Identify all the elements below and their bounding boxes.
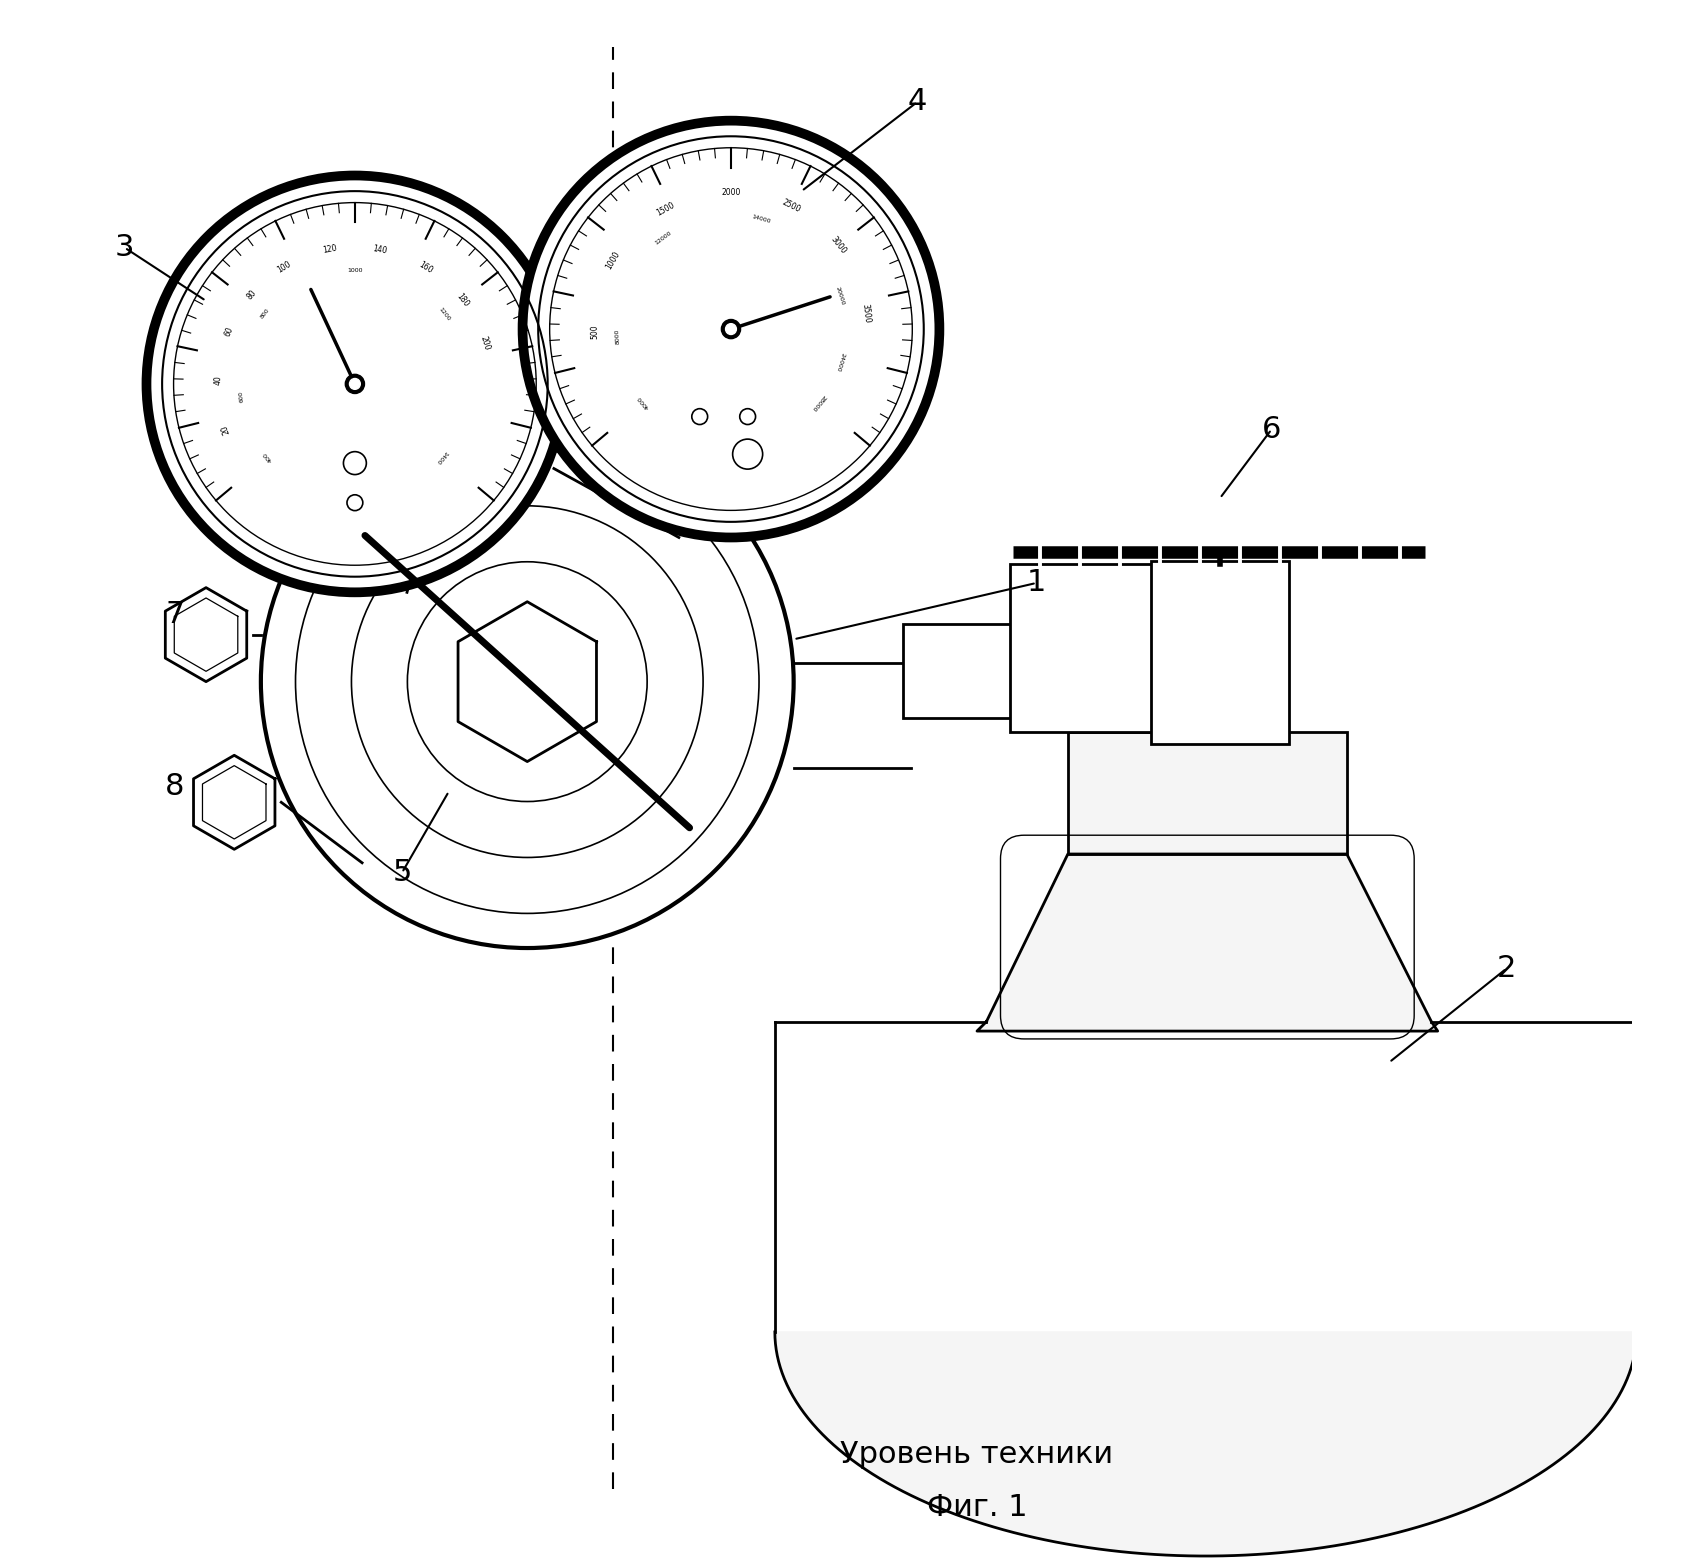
Text: Уровень техники: Уровень техники <box>840 1440 1113 1468</box>
Text: 2000: 2000 <box>721 188 740 197</box>
Text: 28000: 28000 <box>809 393 826 411</box>
Text: 200: 200 <box>479 335 492 353</box>
Text: 6: 6 <box>1263 415 1281 443</box>
Text: 2: 2 <box>1497 954 1517 983</box>
Text: 80: 80 <box>244 288 258 302</box>
Polygon shape <box>977 854 1437 1031</box>
Text: 8000: 8000 <box>614 329 621 345</box>
Circle shape <box>261 415 794 948</box>
Text: 3000: 3000 <box>830 235 848 255</box>
Text: 1000: 1000 <box>348 268 363 273</box>
Text: 60: 60 <box>222 326 234 338</box>
Polygon shape <box>776 1332 1636 1556</box>
Text: 12000: 12000 <box>655 230 674 246</box>
Text: 160: 160 <box>417 260 434 274</box>
Text: 3: 3 <box>115 233 134 262</box>
Text: Фиг. 1: Фиг. 1 <box>927 1493 1027 1522</box>
Text: 400: 400 <box>263 451 273 462</box>
Text: 14000: 14000 <box>752 215 772 224</box>
Circle shape <box>146 176 563 592</box>
Text: 3500: 3500 <box>860 302 872 323</box>
Circle shape <box>726 324 736 334</box>
Polygon shape <box>193 755 275 849</box>
Circle shape <box>344 375 365 393</box>
Text: 600: 600 <box>239 390 244 403</box>
Text: 7: 7 <box>165 600 185 628</box>
Text: 1200: 1200 <box>438 306 451 321</box>
Polygon shape <box>458 602 596 762</box>
Bar <box>1151 561 1288 744</box>
Text: 100: 100 <box>275 260 292 274</box>
Text: 800: 800 <box>260 307 272 320</box>
Text: 1: 1 <box>1027 569 1047 597</box>
Text: 24000: 24000 <box>835 351 845 371</box>
Circle shape <box>523 121 940 537</box>
Polygon shape <box>165 588 246 682</box>
Text: 5: 5 <box>392 859 412 887</box>
Text: 180: 180 <box>455 291 470 309</box>
Text: 4: 4 <box>908 88 927 116</box>
Text: 500: 500 <box>591 324 599 338</box>
Text: 140: 140 <box>372 244 387 255</box>
Bar <box>1010 564 1164 732</box>
Bar <box>1067 732 1347 854</box>
Text: 4000: 4000 <box>636 395 652 409</box>
Text: 20000: 20000 <box>835 285 845 306</box>
Text: 1000: 1000 <box>604 249 621 271</box>
Text: 8: 8 <box>165 773 185 801</box>
Text: 1400: 1400 <box>434 450 448 464</box>
Text: 120: 120 <box>322 244 338 255</box>
Circle shape <box>350 379 360 389</box>
Text: 20: 20 <box>221 423 232 434</box>
Text: 2500: 2500 <box>781 197 801 215</box>
Text: 1500: 1500 <box>655 201 677 218</box>
Text: 40: 40 <box>214 375 222 385</box>
Circle shape <box>721 320 740 338</box>
Bar <box>903 624 1017 718</box>
